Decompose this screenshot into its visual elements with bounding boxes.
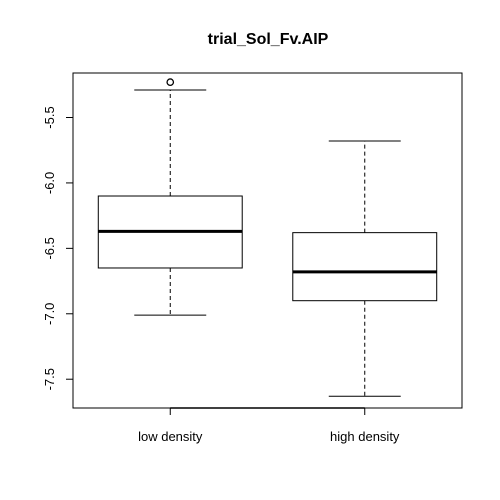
x-tick-label: high density — [330, 429, 400, 444]
y-tick-label: -6.5 — [42, 237, 57, 259]
boxes — [97, 78, 438, 397]
x-tick-label: low density — [138, 429, 203, 444]
iqr-box — [292, 232, 438, 302]
box-low-density — [97, 78, 243, 316]
y-tick-label: -7.0 — [42, 303, 57, 325]
outlier-point — [166, 78, 175, 87]
y-axis: -5.5 -6.0 -6.5 -7.0 -7.5 — [42, 106, 74, 390]
box-high-density — [292, 140, 438, 397]
chart-title: trial_Sol_Fv.AIP — [208, 31, 329, 48]
y-tick-label: -7.5 — [42, 368, 57, 390]
y-tick-label: -5.5 — [42, 106, 57, 128]
y-tick-label: -6.0 — [42, 172, 57, 194]
x-axis: low density high density — [138, 407, 400, 444]
